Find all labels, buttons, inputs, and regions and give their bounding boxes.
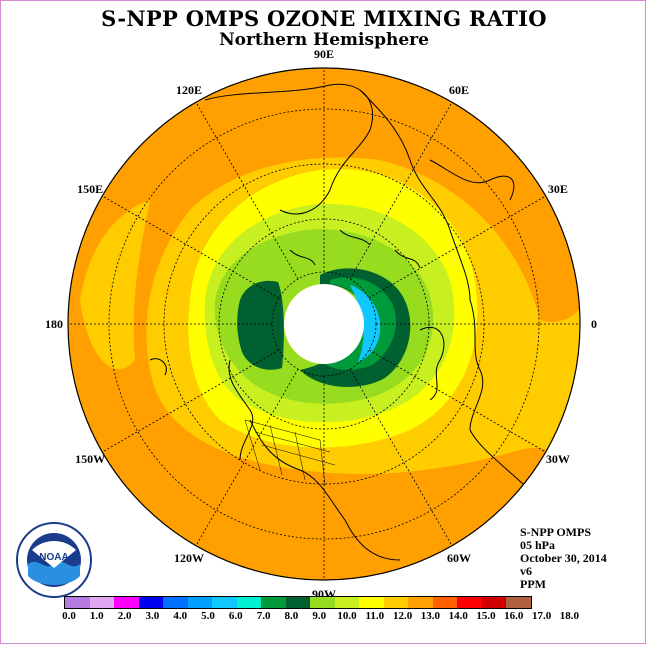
colorbar-swatch (138, 597, 163, 608)
colorbar-tick-label: 16.0 (504, 610, 524, 622)
colorbar-swatch (89, 597, 114, 608)
meridian-line (102, 195, 280, 299)
colorbar-swatch (65, 597, 90, 608)
noaa-logo: NOAA (16, 522, 92, 598)
longitude-label: 30W (546, 452, 570, 466)
colorbar-swatch (334, 597, 359, 608)
longitude-label: 120E (176, 83, 202, 97)
colorbar-swatch (163, 597, 188, 608)
ozone-field (68, 68, 580, 580)
colorbar-tick-label: 8.0 (284, 610, 299, 622)
colorbar-tick-label: 10.0 (337, 610, 357, 622)
meridian-line (195, 368, 299, 546)
colorbar-swatch (114, 597, 139, 608)
longitude-label: 180 (45, 317, 63, 331)
colorbar-tick-label: 0.0 (62, 610, 76, 622)
longitude-label: 60W (447, 551, 471, 565)
colorbar-tick-label: 6.0 (228, 610, 243, 622)
longitude-label: 90E (314, 47, 334, 61)
state-boundaries (244, 419, 336, 486)
polar-night-mask (284, 284, 364, 364)
colorbar-tick-label: 9.0 (312, 610, 327, 622)
colorbar-swatch (285, 597, 310, 608)
info-date: October 30, 2014 (520, 551, 607, 565)
colorbar-swatch (457, 597, 482, 608)
contour-9-10-west (237, 280, 284, 370)
colorbar-tick-label: 5.0 (201, 610, 215, 622)
colorbar-swatch (310, 597, 335, 608)
colorbar-tick-label: 1.0 (89, 610, 104, 622)
coastlines (149, 83, 541, 561)
colorbar-swatch (408, 597, 433, 608)
contour-14-15-outer-patch (80, 200, 150, 370)
colorbar-tick-label: 14.0 (448, 610, 468, 622)
colorbar-swatch (236, 597, 261, 608)
colorbar-swatch (481, 597, 506, 608)
contour-8-9-east (322, 277, 396, 370)
colorbar-tick-label: 15.0 (476, 610, 496, 622)
colorbar-tick-label: 17.0 (531, 610, 552, 622)
longitude-label: 150E (77, 182, 103, 196)
longitude-label: 120W (174, 551, 204, 565)
info-version: v6 (520, 564, 532, 578)
colorbar-tick-label: 2.0 (117, 610, 132, 622)
longitude-label: 30E (548, 182, 568, 196)
info-level: 05 hPa (520, 538, 556, 552)
contour-6-7 (350, 285, 381, 362)
meridian-line (102, 349, 280, 453)
colorbar-swatch (432, 597, 457, 608)
colorbar-swatch (506, 597, 531, 608)
colorbar-swatch (383, 597, 408, 608)
colorbar-ticks: 0.0 1.0 2.0 3.0 4.0 5.0 6.0 7.0 8.0 9.0 10.0 11.0 12… (54, 610, 594, 624)
meridian-line (368, 349, 546, 453)
info-block: S-NPP OMPS 05 hPa October 30, 2014 v6 PP… (520, 526, 607, 591)
longitude-label: 0 (591, 317, 597, 331)
colorbar-tick-label: 13.0 (420, 610, 441, 622)
longitude-label: 150W (75, 452, 105, 466)
colorbar-swatch (212, 597, 237, 608)
meridian-lines (68, 68, 580, 580)
colorbar-swatch (261, 597, 286, 608)
meridian-line (195, 102, 299, 280)
map-border (67, 67, 581, 581)
colorbar-tick-label: 4.0 (173, 610, 188, 622)
contour-14-15 (68, 68, 580, 580)
meridian-line (349, 368, 453, 546)
longitude-label: 60E (449, 83, 469, 97)
info-satellite: S-NPP OMPS (520, 525, 591, 539)
svg-text:NOAA: NOAA (39, 552, 68, 563)
meridian-line (349, 102, 453, 280)
colorbar-swatch (359, 597, 384, 608)
colorbar-tick-label: 18.0 (559, 610, 580, 622)
colorbar (64, 596, 532, 609)
colorbar-tick-label: 11.0 (365, 610, 385, 622)
colorbar-tick-label: 3.0 (145, 610, 160, 622)
colorbar-tick-label: 7.0 (256, 610, 271, 622)
meridian-line (368, 195, 546, 299)
colorbar-tick-label: 12.0 (392, 610, 413, 622)
info-units: PPM (520, 577, 546, 591)
figure-title: S-NPP OMPS OZONE MIXING RATIO (101, 6, 547, 31)
colorbar-swatch (187, 597, 212, 608)
figure-subtitle: Northern Hemisphere (219, 30, 429, 50)
